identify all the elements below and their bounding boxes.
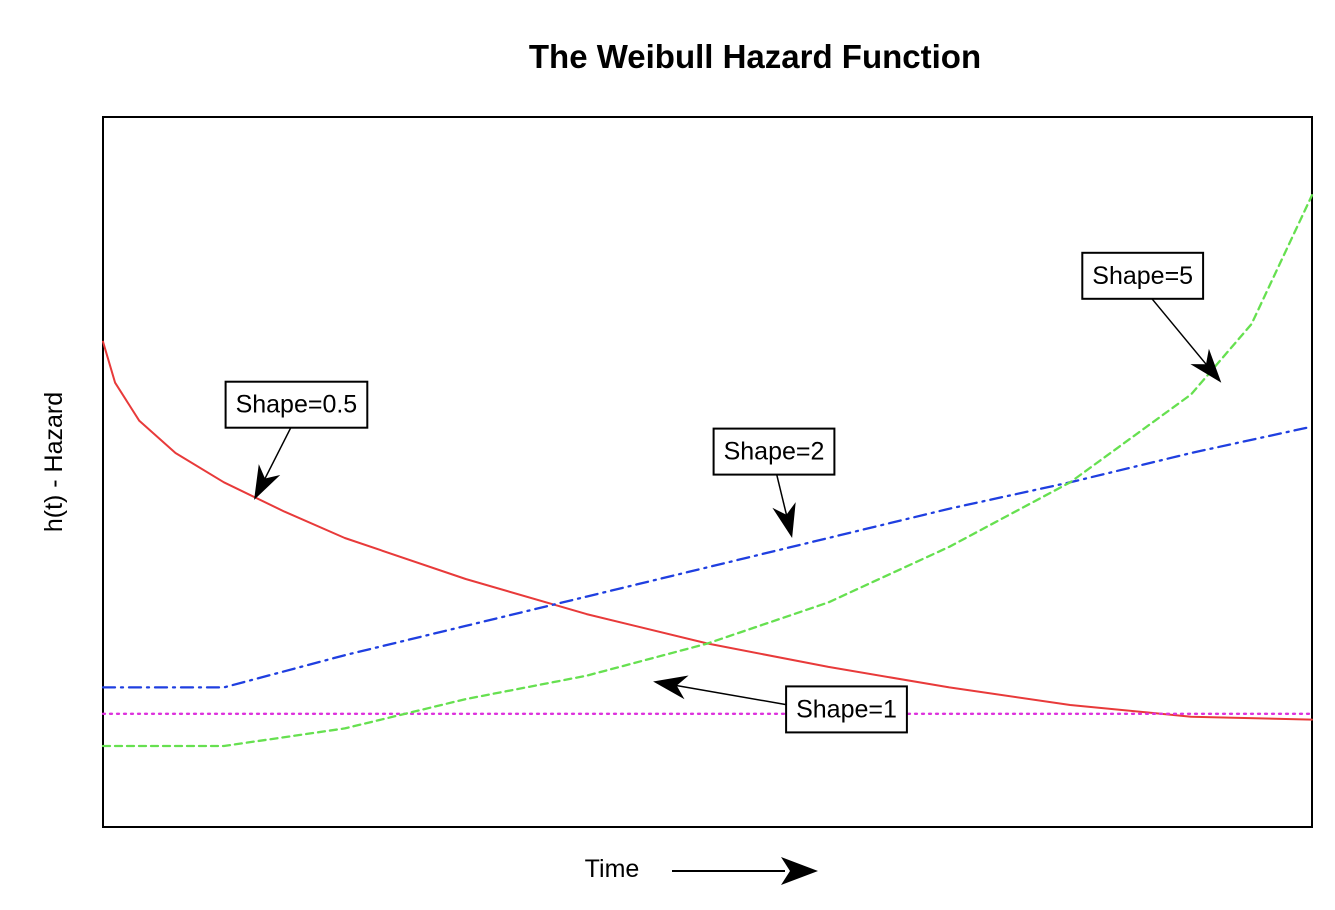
annotation-shape-0-5: Shape=0.5 xyxy=(224,380,369,500)
annotation-box-shape-0-5 xyxy=(224,380,369,429)
chart-title: The Weibull Hazard Function xyxy=(529,38,981,75)
annotation-box-shape-2 xyxy=(712,427,836,476)
annotation-label-shape-0-5: Shape=0.5 xyxy=(236,391,358,419)
series-line-shape-5 xyxy=(101,194,1314,748)
annotation-shape-2: Shape=2 xyxy=(712,427,836,538)
plot-area-frame xyxy=(102,116,1313,828)
time-arrow-icon xyxy=(672,857,818,885)
annotation-label-shape-1: Shape=1 xyxy=(796,695,897,723)
annotation-arrow-head-shape-2 xyxy=(772,502,796,538)
annotation-shape-1: Shape=1 xyxy=(653,675,908,734)
series-line-shape-2 xyxy=(101,425,1314,689)
annotation-label-shape-2: Shape=2 xyxy=(724,438,825,466)
annotation-arrow-head-shape-0-5 xyxy=(254,464,281,500)
series-line-shape-0-5 xyxy=(102,340,1313,721)
annotation-arrow-line-shape-2 xyxy=(775,474,788,517)
annotation-arrow-line-shape-1 xyxy=(674,684,787,706)
annotation-arrow-line-shape-0-5 xyxy=(263,427,292,481)
y-axis-label: h(t) - Hazard xyxy=(40,392,68,532)
annotation-box-shape-1 xyxy=(785,685,908,734)
annotation-shape-5: Shape=5 xyxy=(1081,251,1222,383)
x-axis-label: Time xyxy=(585,855,640,883)
annotation-arrow-line-shape-5 xyxy=(1151,298,1208,367)
series-layer xyxy=(101,194,1314,748)
annotation-box-shape-5 xyxy=(1081,251,1205,300)
annotation-arrow-head-shape-1 xyxy=(653,675,689,700)
annotation-arrow-head-shape-5 xyxy=(1190,348,1222,383)
annotation-layer: Shape=0.5 Shape=2 Shape=5 Shape=1 xyxy=(224,251,1222,734)
annotation-label-shape-5: Shape=5 xyxy=(1092,262,1193,290)
